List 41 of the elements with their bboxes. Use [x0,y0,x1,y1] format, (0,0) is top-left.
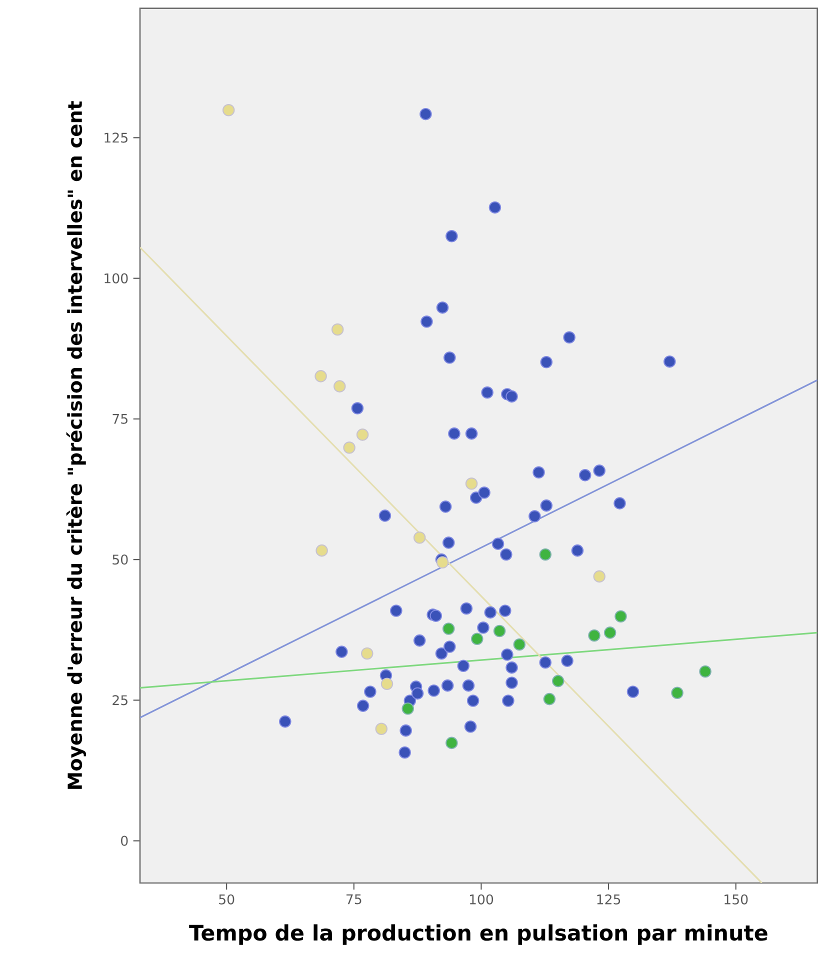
x-tick-label: 75 [346,894,362,904]
y-axis-title: Moyenne d'erreur du critère "précision des intervelles" en cent [66,101,86,789]
point [465,477,478,490]
point [343,441,356,454]
x-tick-label: 50 [219,894,234,904]
y-tick-label: 50 [112,554,128,565]
point [222,104,235,116]
y-tick-label: 100 [104,273,128,284]
point [314,370,327,382]
point [436,556,449,569]
point [361,647,374,660]
point [539,548,552,561]
x-tick-label: 100 [470,894,494,904]
point [402,702,414,715]
point [614,610,627,623]
point [413,531,426,544]
point [316,544,328,557]
point [331,323,344,336]
x-axis-title: Tempo de la production en pulsation par minute [189,924,768,945]
point [543,692,556,706]
point [593,570,606,583]
point [334,380,346,392]
point [356,428,369,441]
point [671,686,684,700]
point [380,678,394,690]
point [471,632,484,646]
y-tick-label: 75 [112,414,128,424]
y-tick-label: 0 [121,836,128,846]
x-tick-label: 125 [597,894,620,904]
point [375,722,388,736]
point [552,674,564,688]
x-tick-label: 150 [724,894,748,904]
point [446,736,458,750]
point [493,624,506,638]
y-tick-label: 125 [104,132,128,143]
point [588,629,600,642]
point [513,638,526,651]
point [442,622,455,635]
y-tick-label: 25 [112,695,128,706]
point [604,626,616,639]
point [699,665,712,678]
